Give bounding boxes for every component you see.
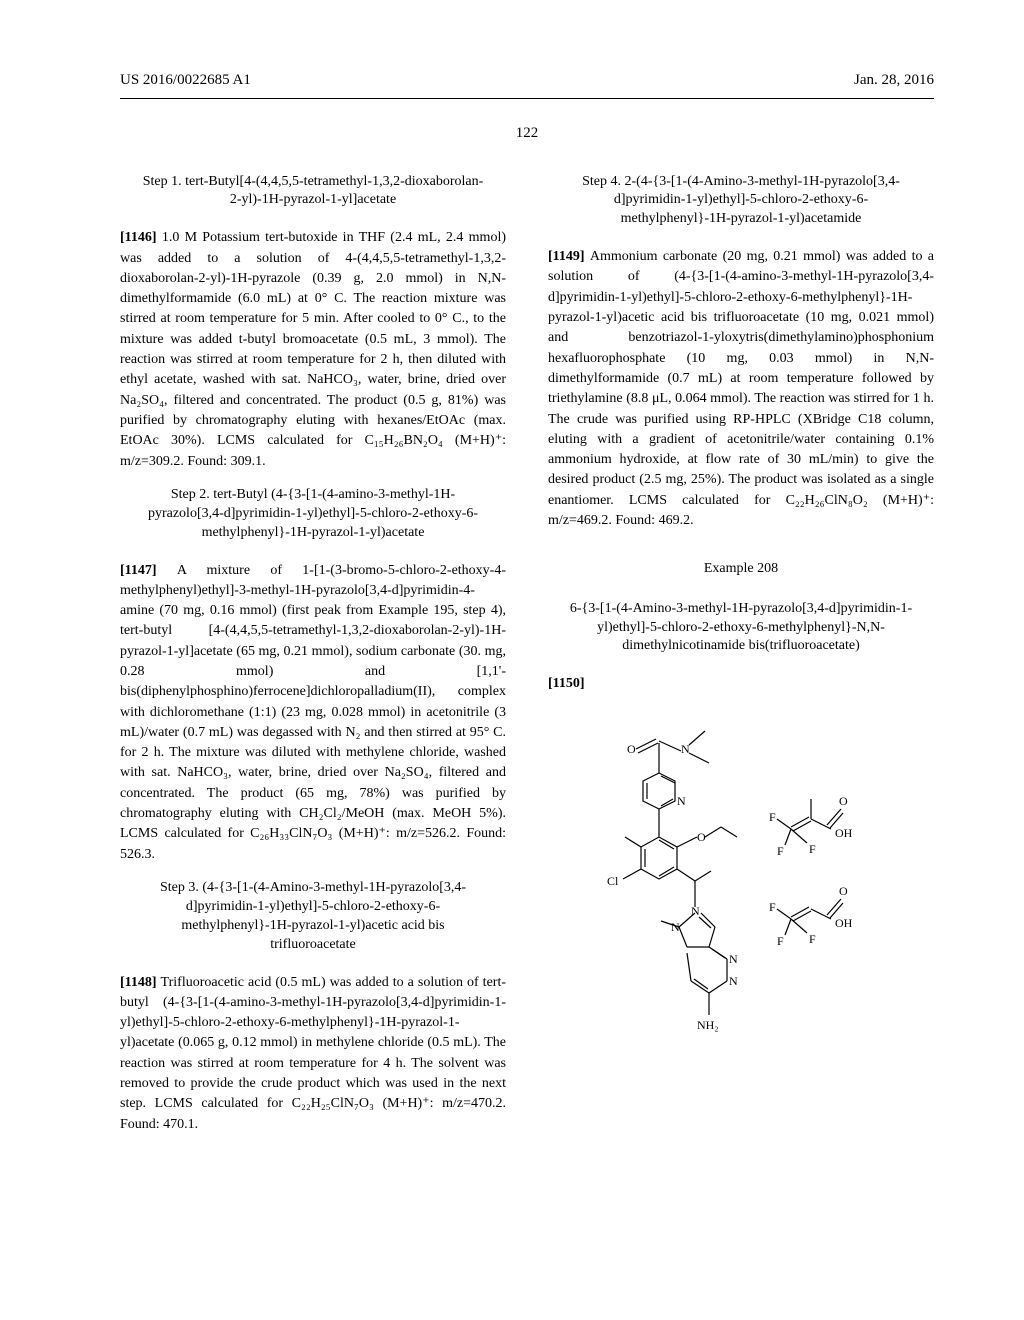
- svg-text:F: F: [769, 900, 776, 914]
- para-1149-body: Ammonium carbonate (20 mg, 0.21 mmol) wa…: [548, 249, 934, 528]
- para-1148: [1148] Trifluoroacetic acid (0.5 mL) was…: [120, 973, 506, 1135]
- example-208-title: Example 208: [548, 559, 934, 579]
- svg-text:N: N: [681, 742, 690, 756]
- step2-title: Step 2. tert-Butyl (4-{3-[1-(4-amino-3-m…: [138, 486, 488, 543]
- step3-title: Step 3. (4-{3-[1-(4-Amino-3-methyl-1H-py…: [138, 879, 488, 955]
- page-number: 122: [120, 123, 934, 145]
- svg-text:NH₂: NH₂: [697, 1018, 719, 1032]
- svg-text:O: O: [839, 884, 848, 898]
- svg-text:Cl: Cl: [607, 874, 619, 888]
- svg-text:N: N: [729, 952, 738, 966]
- para-1149-num: [1149]: [548, 249, 585, 264]
- svg-text:OH: OH: [835, 916, 853, 930]
- header-rule: [120, 98, 934, 99]
- para-1147-num: [1147]: [120, 563, 157, 578]
- compound-208-name: 6-{3-[1-(4-Amino-3-methyl-1H-pyrazolo[3,…: [568, 600, 914, 657]
- para-1146-num: [1146]: [120, 230, 157, 245]
- para-1150-num: [1150]: [548, 676, 585, 691]
- svg-text:N: N: [677, 794, 686, 808]
- svg-text:F: F: [769, 810, 776, 824]
- chemical-structure-208: O N N: [581, 709, 901, 1139]
- left-column: Step 1. tert-Butyl[4-(4,4,5,5-tetramethy…: [120, 163, 506, 1149]
- para-1148-body: Trifluoroacetic acid (0.5 mL) was added …: [120, 975, 506, 1132]
- svg-text:N: N: [729, 974, 738, 988]
- svg-text:F: F: [777, 844, 784, 858]
- para-1148-num: [1148]: [120, 975, 157, 990]
- para-1146-body: 1.0 M Potassium tert-butoxide in THF (2.…: [120, 230, 506, 468]
- para-1147-body: A mixture of 1-[1-(3-bromo-5-chloro-2-et…: [120, 563, 506, 862]
- para-1150: [1150]: [548, 674, 934, 694]
- right-column: Step 4. 2-(4-{3-[1-(4-Amino-3-methyl-1H-…: [548, 163, 934, 1149]
- svg-text:O: O: [839, 794, 848, 808]
- svg-text:F: F: [777, 934, 784, 948]
- para-1146: [1146] 1.0 M Potassium tert-butoxide in …: [120, 228, 506, 472]
- para-1149: [1149] Ammonium carbonate (20 mg, 0.21 m…: [548, 247, 934, 531]
- patent-id: US 2016/0022685 A1: [120, 70, 251, 92]
- svg-text:F: F: [809, 842, 816, 856]
- svg-text:F: F: [809, 932, 816, 946]
- step4-title: Step 4. 2-(4-{3-[1-(4-Amino-3-methyl-1H-…: [566, 173, 916, 230]
- svg-text:OH: OH: [835, 826, 853, 840]
- svg-text:N: N: [691, 904, 700, 918]
- patent-date: Jan. 28, 2016: [854, 70, 934, 92]
- para-1147: [1147] A mixture of 1-[1-(3-bromo-5-chlo…: [120, 561, 506, 865]
- step1-title: Step 1. tert-Butyl[4-(4,4,5,5-tetramethy…: [138, 173, 488, 211]
- svg-text:O: O: [697, 830, 706, 844]
- svg-text:O: O: [627, 742, 636, 756]
